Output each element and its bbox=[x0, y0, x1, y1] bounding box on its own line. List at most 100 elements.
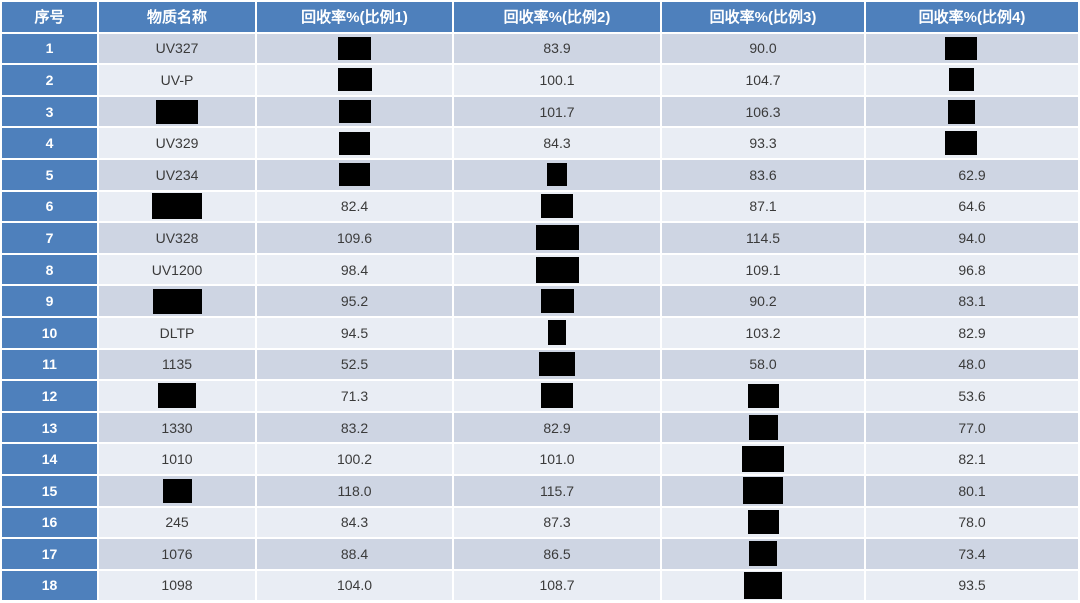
column-header-r3: 回收率%(比例3) bbox=[662, 2, 864, 32]
redaction-box bbox=[948, 68, 974, 92]
redaction-box bbox=[945, 131, 977, 156]
recovery-value-cell-r1 bbox=[257, 159, 452, 190]
redaction-box bbox=[548, 320, 566, 346]
recovery-value-cell-r2: 115.7 bbox=[454, 475, 660, 506]
recovery-value-cell-r3: 58.0 bbox=[662, 349, 864, 380]
column-header-r4: 回收率%(比例4) bbox=[866, 2, 1078, 32]
redaction-box bbox=[743, 477, 783, 505]
recovery-value-cell-r3 bbox=[662, 475, 864, 506]
table-row-13: 13 1330 83.2 82.9 77.0 bbox=[2, 412, 1078, 443]
redaction-box bbox=[945, 36, 977, 60]
table-row-14: 14 1010 100.2 101.0 82.1 bbox=[2, 444, 1078, 474]
recovery-value-cell-r3: 103.2 bbox=[662, 317, 864, 348]
recovery-value-cell-r2: 83.9 bbox=[454, 33, 660, 64]
row-index-cell: 13 bbox=[2, 412, 97, 443]
recovery-value-cell-r2: 87.3 bbox=[454, 507, 660, 538]
recovery-value-cell-r3: 83.6 bbox=[662, 159, 864, 190]
recovery-value-cell-r1 bbox=[257, 33, 452, 64]
table-row-4: 4 UV329 84.3 93.3 bbox=[2, 128, 1078, 158]
recovery-value-cell-r3: 90.0 bbox=[662, 33, 864, 64]
redaction-box bbox=[337, 68, 372, 92]
recovery-value-cell-r3 bbox=[662, 444, 864, 474]
redaction-box bbox=[162, 478, 192, 503]
recovery-value-cell-r4: 77.0 bbox=[866, 412, 1078, 443]
recovery-value-cell-r4 bbox=[866, 65, 1078, 95]
redaction-box bbox=[152, 288, 202, 314]
row-index-cell: 12 bbox=[2, 381, 97, 411]
substance-name-cell: 245 bbox=[99, 507, 255, 538]
substance-name-cell: 1098 bbox=[99, 570, 255, 601]
recovery-value-cell-r3: 106.3 bbox=[662, 96, 864, 127]
recovery-value-cell-r3 bbox=[662, 381, 864, 411]
redaction-box bbox=[742, 446, 784, 473]
recovery-value-cell-r1: 82.4 bbox=[257, 191, 452, 222]
substance-name-cell: UV1200 bbox=[99, 254, 255, 285]
row-index-cell: 5 bbox=[2, 159, 97, 190]
substance-name-cell: UV327 bbox=[99, 33, 255, 64]
recovery-value-cell-r4: 83.1 bbox=[866, 286, 1078, 316]
row-index-cell: 10 bbox=[2, 317, 97, 348]
recovery-value-cell-r2 bbox=[454, 254, 660, 285]
recovery-value-cell-r4: 82.1 bbox=[866, 444, 1078, 474]
recovery-value-cell-r1: 118.0 bbox=[257, 475, 452, 506]
substance-name-cell bbox=[99, 286, 255, 316]
recovery-value-cell-r1 bbox=[257, 128, 452, 158]
recovery-value-cell-r3: 109.1 bbox=[662, 254, 864, 285]
recovery-value-cell-r1: 95.2 bbox=[257, 286, 452, 316]
recovery-value-cell-r1: 94.5 bbox=[257, 317, 452, 348]
redaction-box bbox=[535, 256, 579, 283]
recovery-value-cell-r2: 108.7 bbox=[454, 570, 660, 601]
recovery-value-cell-r1: 71.3 bbox=[257, 381, 452, 411]
recovery-value-cell-r1 bbox=[257, 65, 452, 95]
row-index-cell: 8 bbox=[2, 254, 97, 285]
table-row-11: 11 1135 52.5 58.0 48.0 bbox=[2, 349, 1078, 380]
table-row-17: 17 1076 88.4 86.5 73.4 bbox=[2, 539, 1078, 569]
substance-name-cell bbox=[99, 381, 255, 411]
table-row-6: 6 82.4 87.1 64.6 bbox=[2, 191, 1078, 222]
recovery-value-cell-r4: 64.6 bbox=[866, 191, 1078, 222]
recovery-value-cell-r3: 90.2 bbox=[662, 286, 864, 316]
row-index-cell: 15 bbox=[2, 475, 97, 506]
recovery-value-cell-r2: 100.1 bbox=[454, 65, 660, 95]
redaction-box bbox=[339, 131, 370, 155]
substance-name-cell: UV329 bbox=[99, 128, 255, 158]
header-row: 序号 物质名称 回收率%(比例1) 回收率%(比例2) 回收率%(比例3) 回收率%(比例… bbox=[2, 2, 1078, 32]
recovery-value-cell-r3: 114.5 bbox=[662, 223, 864, 253]
recovery-value-cell-r2 bbox=[454, 317, 660, 348]
recovery-value-cell-r2 bbox=[454, 159, 660, 190]
row-index-cell: 11 bbox=[2, 349, 97, 380]
redaction-box bbox=[749, 541, 777, 567]
recovery-value-cell-r2: 82.9 bbox=[454, 412, 660, 443]
redaction-box bbox=[744, 571, 782, 599]
table-row-15: 15 118.0 115.7 80.1 bbox=[2, 475, 1078, 506]
table-row-12: 12 71.3 53.6 bbox=[2, 381, 1078, 411]
recovery-value-cell-r4: 78.0 bbox=[866, 507, 1078, 538]
recovery-value-cell-r4: 53.6 bbox=[866, 381, 1078, 411]
substance-name-cell: UV328 bbox=[99, 223, 255, 253]
recovery-value-cell-r1: 83.2 bbox=[257, 412, 452, 443]
recovery-value-cell-r3: 93.3 bbox=[662, 128, 864, 158]
redaction-box bbox=[747, 383, 779, 408]
recovery-value-cell-r1 bbox=[257, 96, 452, 127]
table-row-2: 2 UV-P 100.1 104.7 bbox=[2, 65, 1078, 95]
table-row-10: 10 DLTP 94.5 103.2 82.9 bbox=[2, 317, 1078, 348]
row-index-cell: 16 bbox=[2, 507, 97, 538]
recovery-value-cell-r3 bbox=[662, 507, 864, 538]
redaction-box bbox=[539, 352, 575, 377]
redaction-box bbox=[152, 193, 202, 220]
recovery-value-cell-r2: 84.3 bbox=[454, 128, 660, 158]
recovery-value-cell-r3 bbox=[662, 539, 864, 569]
recovery-value-cell-r4: 48.0 bbox=[866, 349, 1078, 380]
recovery-value-cell-r4: 62.9 bbox=[866, 159, 1078, 190]
row-index-cell: 18 bbox=[2, 570, 97, 601]
column-header-index: 序号 bbox=[2, 2, 97, 32]
row-index-cell: 3 bbox=[2, 96, 97, 127]
redaction-box bbox=[541, 194, 573, 219]
table-row-5: 5 UV234 83.6 62.9 bbox=[2, 159, 1078, 190]
substance-name-cell bbox=[99, 191, 255, 222]
recovery-value-cell-r4 bbox=[866, 33, 1078, 64]
substance-name-cell: 1135 bbox=[99, 349, 255, 380]
recovery-value-cell-r4: 73.4 bbox=[866, 539, 1078, 569]
recovery-value-cell-r3: 87.1 bbox=[662, 191, 864, 222]
